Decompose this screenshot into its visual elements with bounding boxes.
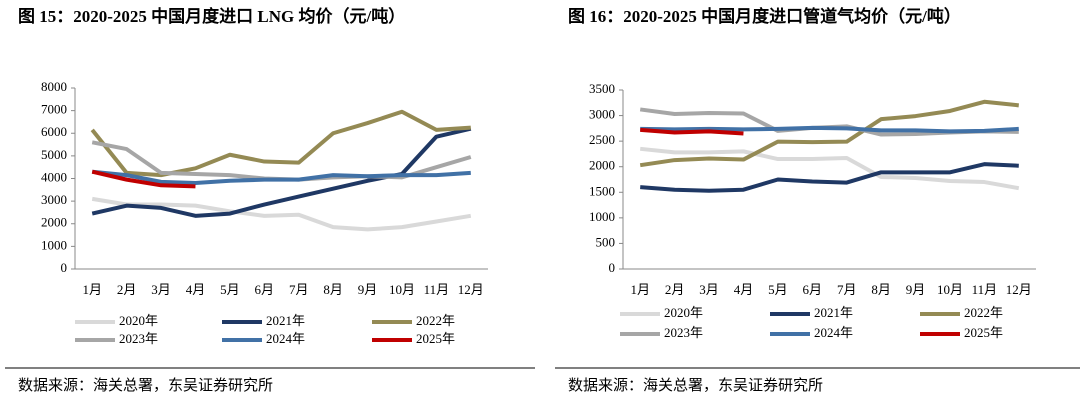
y-tick-label: 0 [61, 260, 68, 275]
x-tick-label: 11月 [424, 282, 450, 297]
x-tick-label: 1月 [630, 282, 650, 297]
legend-label: 2020年 [119, 313, 158, 328]
y-tick-label: 2500 [589, 132, 615, 147]
legend-label: 2022年 [964, 305, 1003, 320]
x-tick-label: 5月 [768, 282, 788, 297]
series-line [91, 196, 472, 232]
x-tick-label: 7月 [289, 282, 309, 297]
y-tick-label: 2000 [41, 215, 67, 230]
y-tick-label: 3000 [41, 192, 67, 207]
x-tick-label: 4月 [186, 282, 206, 297]
legend-label: 2023年 [664, 325, 703, 340]
legend-label: 2024年 [266, 331, 305, 346]
y-tick-label: 2000 [589, 158, 615, 173]
source: 数据来源：海关总署，东吴证券研究所 [18, 377, 273, 394]
chart-title: 图 16：2020-2025 中国月度进口管道气均价（元/吨） [568, 6, 961, 26]
y-tick-label: 1000 [41, 237, 67, 252]
series-line [640, 146, 1020, 191]
x-tick-label: 2月 [665, 282, 685, 297]
y-tick-label: 0 [609, 260, 616, 275]
x-tick-label: 6月 [803, 282, 823, 297]
x-tick-label: 12月 [1006, 282, 1032, 297]
y-tick-label: 3500 [589, 81, 615, 96]
x-tick-label: 11月 [972, 282, 998, 297]
x-tick-label: 7月 [837, 282, 857, 297]
x-tick-label: 8月 [871, 282, 891, 297]
y-tick-label: 5000 [41, 147, 67, 162]
series-line [92, 169, 471, 186]
chart-title: 图 15：2020-2025 中国月度进口 LNG 均价（元/吨） [18, 6, 405, 26]
x-tick-label: 2月 [117, 282, 137, 297]
legend-label: 2022年 [416, 313, 455, 328]
y-tick-label: 500 [596, 234, 616, 249]
legend-label: 2024年 [814, 325, 853, 340]
x-tick-label: 12月 [458, 282, 484, 297]
legend-label: 2021年 [814, 305, 853, 320]
legend-label: 2025年 [964, 325, 1003, 340]
y-tick-label: 1000 [589, 209, 615, 224]
x-tick-label: 9月 [906, 282, 926, 297]
x-tick-label: 6月 [255, 282, 275, 297]
x-tick-label: 8月 [323, 282, 343, 297]
legend-label: 2020年 [664, 305, 703, 320]
series-line [639, 99, 1019, 168]
legend-label: 2023年 [119, 331, 158, 346]
y-tick-label: 1500 [589, 183, 615, 198]
series-line [91, 126, 472, 218]
series-line [640, 162, 1019, 193]
x-tick-label: 10月 [389, 282, 415, 297]
y-tick-label: 7000 [41, 102, 67, 117]
y-tick-label: 4000 [41, 169, 67, 184]
x-tick-label: 4月 [734, 282, 754, 297]
x-tick-label: 1月 [82, 282, 102, 297]
x-tick-label: 5月 [220, 282, 240, 297]
series-line [640, 125, 1019, 134]
legend-label: 2021年 [266, 313, 305, 328]
y-tick-label: 3000 [589, 107, 615, 122]
source: 数据来源：海关总署，东吴证券研究所 [568, 377, 823, 394]
x-tick-label: 3月 [699, 282, 719, 297]
y-tick-label: 8000 [41, 79, 67, 94]
x-tick-label: 9月 [358, 282, 378, 297]
series-line [640, 127, 744, 136]
y-tick-label: 6000 [41, 124, 67, 139]
series-line [91, 169, 196, 189]
series-line [90, 109, 471, 178]
x-tick-label: 3月 [151, 282, 171, 297]
legend-label: 2025年 [416, 331, 455, 346]
x-tick-label: 10月 [937, 282, 963, 297]
